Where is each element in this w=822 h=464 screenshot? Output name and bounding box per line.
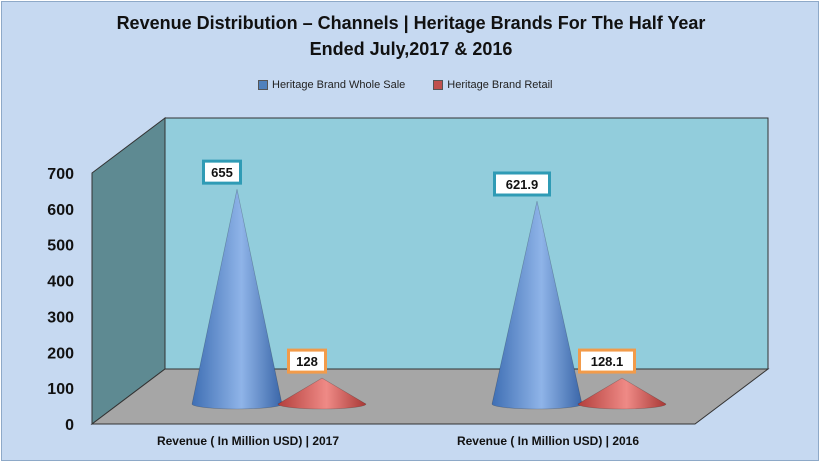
y-tick-label: 500 (47, 238, 74, 255)
legend-item-wholesale: Heritage Brand Whole Sale (258, 79, 405, 91)
y-tick-label: 300 (47, 309, 74, 326)
y-tick-label: 600 (47, 202, 74, 219)
cone-retail (277, 377, 367, 410)
cone-retail (577, 377, 667, 410)
y-tick-label: 100 (47, 381, 74, 398)
x-tick-label: Revenue ( In Million USD) | 2016 (457, 434, 639, 448)
x-tick-label: Revenue ( In Million USD) | 2017 (157, 434, 339, 448)
data-label-box (578, 348, 636, 374)
chart-title: Revenue Distribution – Channels | Herita… (116, 13, 706, 59)
data-label: 655 (211, 165, 233, 180)
y-tick-label: 400 (47, 274, 74, 291)
legend-label-retail: Heritage Brand Retail (447, 79, 553, 91)
data-label-box (493, 171, 551, 197)
y-tick-label: 0 (65, 417, 74, 434)
legend-swatch-retail (433, 80, 444, 90)
legend-item-retail: Heritage Brand Retail (433, 79, 552, 91)
y-tick-label: 200 (47, 345, 74, 362)
legend-label-wholesale: Heritage Brand Whole Sale (272, 79, 406, 91)
data-label-box (287, 348, 327, 374)
y-tick-label: 700 (47, 166, 74, 183)
legend-swatch-wholesale (258, 80, 268, 90)
legend: Heritage Brand Whole Sale Heritage Brand… (258, 78, 552, 92)
data-label: 621.9 (506, 177, 539, 192)
data-label: 128 (296, 354, 318, 369)
data-label-box (202, 159, 242, 185)
data-label: 128.1 (591, 354, 624, 369)
